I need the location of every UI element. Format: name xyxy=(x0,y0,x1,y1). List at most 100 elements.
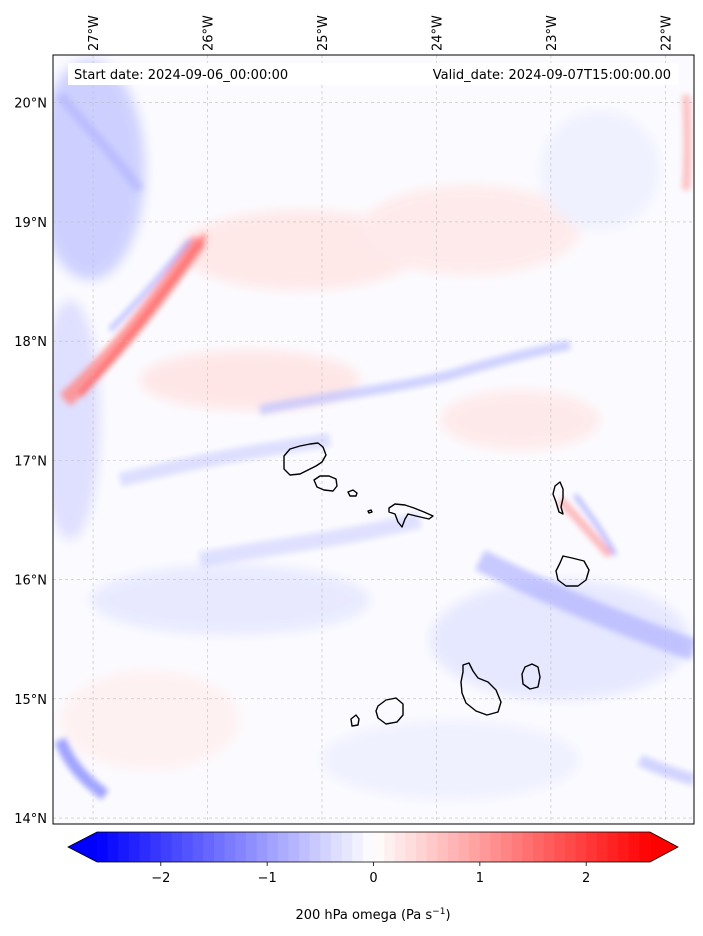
valid-date-label: Valid_date: 2024-09-07T15:00:00.00 xyxy=(433,68,671,83)
omega-field xyxy=(53,60,694,800)
map-panel: Start date: 2024-09-06_00:00:00 Valid_da… xyxy=(52,54,695,825)
colorbar: −2 −1 0 1 2 200 hPa omega (Pa s−1) xyxy=(67,831,679,923)
colorbar-level xyxy=(596,832,609,862)
colorbar-level xyxy=(362,832,375,862)
colorbar-level xyxy=(373,832,385,862)
colorbar-level xyxy=(458,832,470,862)
latitude-labels: 20°N 19°N 18°N 17°N 16°N 15°N 14°N xyxy=(14,97,47,827)
colorbar-level xyxy=(554,832,566,862)
graticule xyxy=(53,55,694,824)
colorbar-ticks: −2 −1 0 1 2 xyxy=(151,862,590,886)
colorbar-level xyxy=(277,832,290,862)
colorbar-tick-label: 2 xyxy=(582,871,590,886)
colorbar-extend-low xyxy=(68,832,97,862)
colorbar-level xyxy=(511,832,523,862)
colorbar-level xyxy=(309,832,321,862)
colorbar-level xyxy=(618,832,630,862)
latitude-label: 18°N xyxy=(14,335,47,350)
island-santiago xyxy=(460,662,502,716)
colorbar-label-main: 200 hPa omega (Pa s xyxy=(295,908,432,923)
colorbar-level xyxy=(437,832,449,862)
longitude-label: 26°W xyxy=(202,15,217,51)
colorbar-level xyxy=(118,832,130,862)
island-santo-antao xyxy=(283,442,327,476)
colorbar-level xyxy=(203,832,215,862)
colorbar-label-close: ) xyxy=(445,908,450,923)
coastlines xyxy=(283,442,590,727)
colorbar-level xyxy=(150,832,162,862)
colorbar-levels xyxy=(97,832,651,862)
longitude-label: 25°W xyxy=(316,15,331,51)
colorbar-level xyxy=(416,832,428,862)
colorbar-level xyxy=(256,832,268,862)
colorbar-level xyxy=(299,832,311,862)
island-maio xyxy=(521,663,541,690)
latitude-label: 19°N xyxy=(14,216,47,231)
colorbar-level xyxy=(575,832,587,862)
island-razo xyxy=(367,509,373,514)
colorbar-level xyxy=(107,832,119,862)
colorbar-level xyxy=(522,832,534,862)
colorbar-level xyxy=(607,832,619,862)
colorbar-tick-label: 0 xyxy=(369,871,377,886)
header-box xyxy=(68,63,678,85)
colorbar-level xyxy=(192,832,204,862)
colorbar-level xyxy=(384,832,396,862)
colorbar-level xyxy=(267,832,279,862)
colorbar-level xyxy=(288,832,300,862)
colorbar-outline xyxy=(67,831,679,863)
colorbar-tick-label: −1 xyxy=(258,871,277,886)
start-date-label: Start date: 2024-09-06_00:00:00 xyxy=(74,68,288,83)
longitude-label: 23°W xyxy=(545,15,560,51)
latitude-label: 17°N xyxy=(14,454,47,469)
colorbar-level xyxy=(501,832,513,862)
island-sao-vicente xyxy=(313,475,338,492)
latitude-label: 20°N xyxy=(14,97,47,112)
island-sao-nicolau xyxy=(388,503,434,528)
colorbar-level xyxy=(447,832,460,862)
colorbar-level xyxy=(543,832,555,862)
latitude-label: 16°N xyxy=(14,574,47,589)
colorbar-extend-high xyxy=(650,832,678,862)
longitude-labels: 27°W 26°W 25°W 24°W 23°W 22°W xyxy=(87,15,674,51)
longitude-label: 27°W xyxy=(87,15,102,51)
colorbar-label-exponent: −1 xyxy=(432,907,445,917)
colorbar-level xyxy=(490,832,502,862)
colorbar-label: 200 hPa omega (Pa s−1) xyxy=(295,907,450,923)
colorbar-level xyxy=(426,832,438,862)
colorbar-level xyxy=(213,832,226,862)
colorbar-level xyxy=(564,832,577,862)
latitude-label: 15°N xyxy=(14,693,47,708)
colorbar-level xyxy=(160,832,173,862)
colorbar-level xyxy=(224,832,236,862)
island-sal xyxy=(552,481,564,515)
colorbar-level xyxy=(479,832,492,862)
colorbar-level xyxy=(469,832,481,862)
colorbar-level xyxy=(97,832,109,862)
colorbar-level xyxy=(628,832,640,862)
colorbar-level xyxy=(330,832,343,862)
island-brava xyxy=(350,714,360,727)
colorbar-tick-label: −2 xyxy=(151,871,170,886)
colorbar-level xyxy=(341,832,353,862)
colorbar-level xyxy=(139,832,151,862)
colorbar-level xyxy=(394,832,407,862)
colorbar-tick-label: 1 xyxy=(476,871,484,886)
island-santa-luzia xyxy=(347,489,358,497)
colorbar-level xyxy=(171,832,183,862)
colorbar-level xyxy=(320,832,332,862)
colorbar-level xyxy=(128,832,141,862)
colorbar-level xyxy=(235,832,247,862)
longitude-label: 22°W xyxy=(659,15,674,51)
colorbar-level xyxy=(405,832,417,862)
island-fogo xyxy=(375,697,404,725)
colorbar-level xyxy=(639,832,651,862)
island-boa-vista xyxy=(555,555,590,587)
colorbar-level xyxy=(586,832,598,862)
colorbar-level xyxy=(182,832,194,862)
latitude-label: 14°N xyxy=(14,812,47,827)
longitude-label: 24°W xyxy=(430,15,445,51)
colorbar-level xyxy=(245,832,258,862)
colorbar-level xyxy=(352,832,364,862)
